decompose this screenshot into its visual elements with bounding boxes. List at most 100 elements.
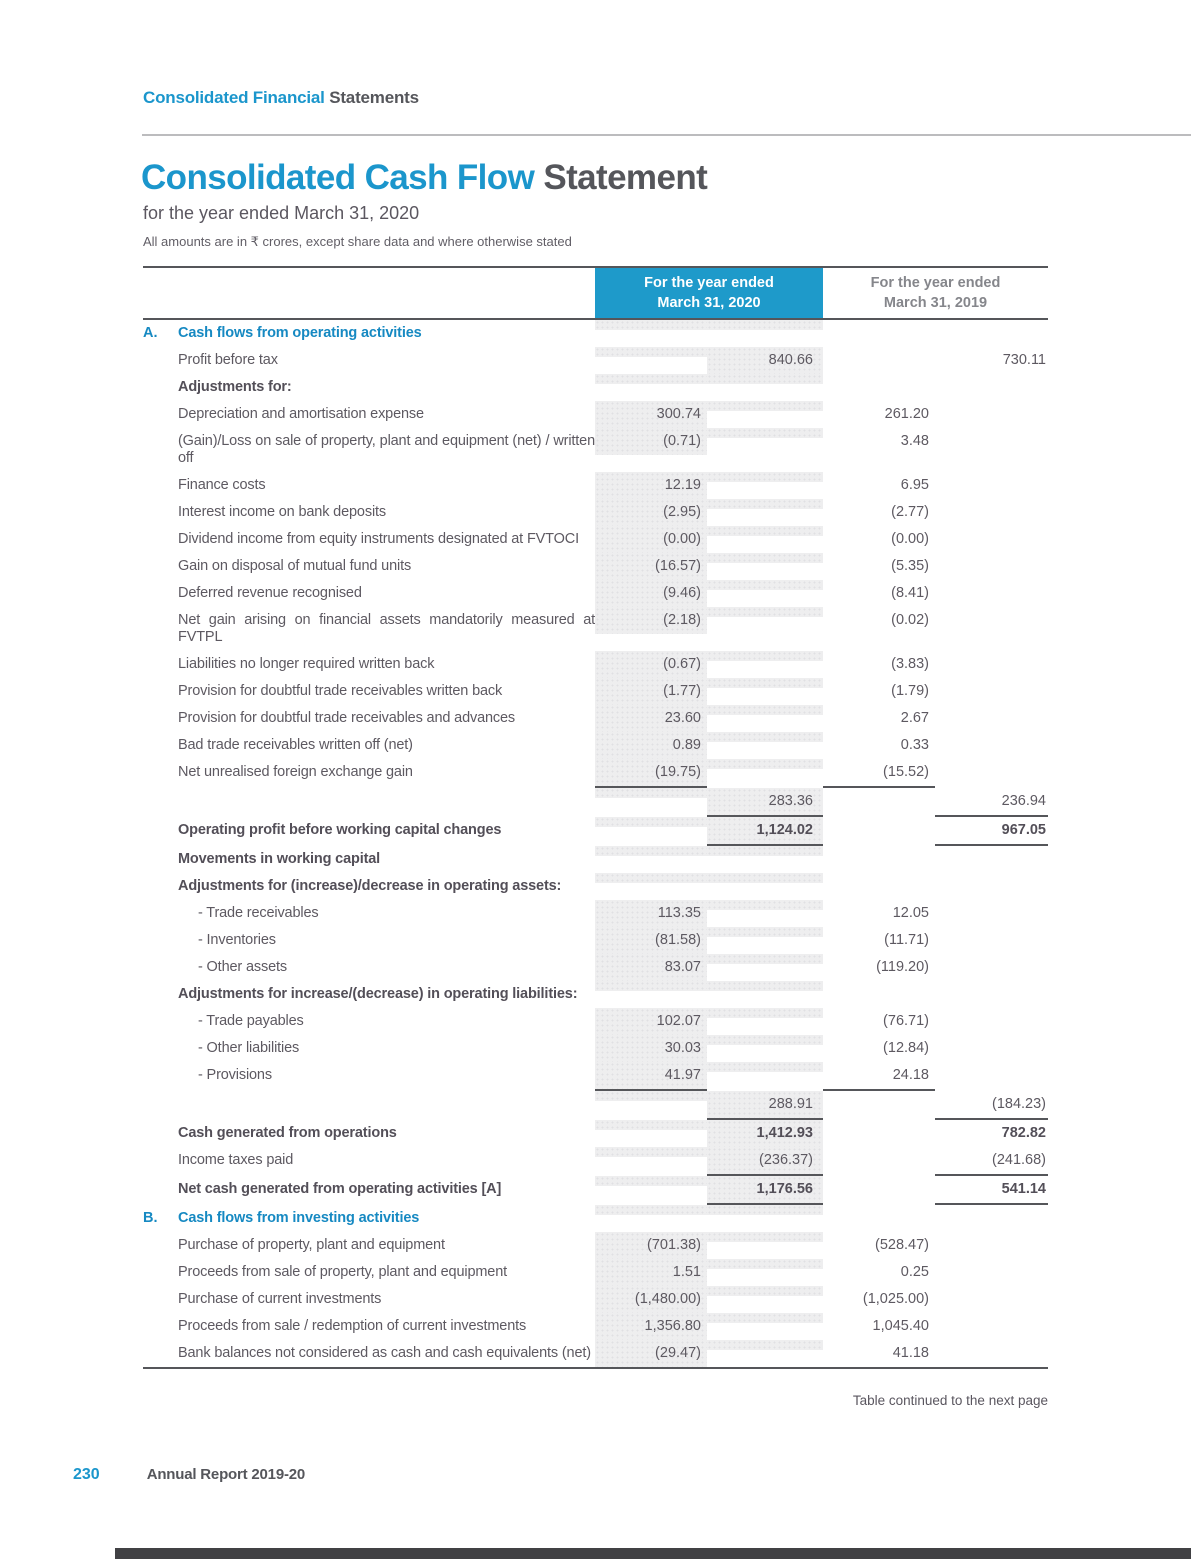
table-row: Cash generated from operations 1,412.93 … [143, 1120, 1048, 1147]
table-body: A. Cash flows from operating activities … [143, 320, 1048, 1369]
value-2019-total [935, 732, 1048, 742]
row-label: - Trade receivables [198, 905, 319, 921]
value-2019-total [935, 472, 1048, 482]
value-2020-detail: 300.74 [595, 401, 707, 428]
value-2020-total [707, 526, 823, 536]
row-label: Adjustments for (increase)/decrease in o… [178, 878, 562, 894]
value-2019-detail: (528.47) [874, 1237, 929, 1253]
value-2020-total [707, 607, 823, 617]
value-2020-detail [595, 846, 707, 856]
row-label: - Trade payables [198, 1013, 304, 1029]
value-2020-total: 283.36 [707, 788, 823, 817]
value-2019-detail [823, 1120, 935, 1130]
row-label-cell: Gain on disposal of mutual fund units [143, 553, 595, 580]
table-row: Income taxes paid (236.37) (241.68) [143, 1147, 1048, 1176]
table-row: Purchase of current investments (1,480.0… [143, 1286, 1048, 1313]
table-row: Purchase of property, plant and equipmen… [143, 1232, 1048, 1259]
row-label-cell [143, 1091, 595, 1101]
row-label-cell: B. Cash flows from investing activities [143, 1205, 595, 1232]
header-divider [142, 134, 1191, 136]
row-label: Income taxes paid [178, 1152, 294, 1168]
value-2019-total: (241.68) [935, 1147, 1048, 1176]
value-2020-total [707, 499, 823, 509]
value-2019-total [935, 1232, 1048, 1242]
row-label-cell: - Trade payables [143, 1008, 595, 1035]
value-2019-total [935, 553, 1048, 563]
row-label: Net cash generated from operating activi… [178, 1181, 502, 1197]
value-2020-total [707, 846, 823, 856]
table-row: B. Cash flows from investing activities [143, 1205, 1048, 1232]
value-2019-detail: 0.33 [900, 737, 929, 753]
value-2020-total [707, 759, 823, 769]
value-2019-detail: (12.84) [883, 1040, 929, 1056]
value-2019-total [935, 705, 1048, 715]
row-label-cell: - Inventories [143, 927, 595, 954]
value-2019-detail: 2.67 [900, 710, 929, 726]
table-row: Deferred revenue recognised (9.46) (8.41… [143, 580, 1048, 607]
table-row: - Inventories (81.58) (11.71) [143, 927, 1048, 954]
value-2019-detail: 12.05 [892, 905, 929, 921]
value-2020-detail: (2.18) [595, 607, 707, 634]
row-label-cell: Liabilities no longer required written b… [143, 651, 595, 678]
value-2020-total [707, 651, 823, 661]
value-2020-total: 288.91 [707, 1091, 823, 1120]
value-2020-detail [595, 1205, 707, 1215]
row-label: Bank balances not considered as cash and… [178, 1345, 591, 1361]
value-2019-detail [823, 320, 935, 330]
value-2020-total [707, 1062, 823, 1072]
value-2020-total [707, 954, 823, 964]
value-2019-total [935, 374, 1048, 384]
value-2020-detail [595, 347, 707, 357]
value-2020-detail: 83.07 [595, 954, 707, 981]
row-label-cell: Adjustments for increase/(decrease) in o… [143, 981, 595, 1008]
value-2019-detail: (0.02) [891, 612, 929, 628]
value-2020-total [707, 401, 823, 411]
row-label: Dividend income from equity instruments … [178, 531, 579, 547]
column-header-2020: For the year ended March 31, 2020 [595, 268, 823, 318]
table-row: Profit before tax 840.66 730.11 [143, 347, 1048, 374]
section-letter: A. [143, 325, 158, 341]
row-label-cell: Interest income on bank deposits [143, 499, 595, 526]
row-label: Cash flows from operating activities [178, 325, 422, 341]
value-2019-detail: 6.95 [900, 477, 929, 493]
value-2019-detail: (2.77) [891, 504, 929, 520]
value-2019-detail: (3.83) [891, 656, 929, 672]
value-2020-total [707, 472, 823, 482]
table-row: - Trade receivables 113.35 12.05 [143, 900, 1048, 927]
column-header-2019: For the year ended March 31, 2019 [823, 268, 1048, 318]
row-label-cell: Provision for doubtful trade receivables… [143, 705, 595, 732]
row-label: - Provisions [198, 1067, 272, 1083]
table-row: Interest income on bank deposits (2.95) … [143, 499, 1048, 526]
value-2020-detail: (19.75) [595, 759, 707, 788]
value-2020-detail [595, 1120, 707, 1130]
running-header-gray: Statements [324, 88, 419, 107]
value-2020-detail: 23.60 [595, 705, 707, 732]
value-2019-detail: (0.00) [891, 531, 929, 547]
value-2019-total [935, 1205, 1048, 1215]
value-2020-detail: (1,480.00) [595, 1286, 707, 1313]
row-label-cell: - Provisions [143, 1062, 595, 1089]
value-2019-detail: 41.18 [892, 1345, 929, 1361]
value-2020-total [707, 705, 823, 715]
table-row: Bad trade receivables written off (net) … [143, 732, 1048, 759]
value-2020-total [707, 1313, 823, 1323]
value-2020-total [707, 1205, 823, 1215]
row-label: Purchase of current investments [178, 1291, 382, 1307]
value-2019-total: 730.11 [1002, 352, 1046, 368]
value-2020-detail: 41.97 [595, 1062, 707, 1091]
value-2019-total [935, 900, 1048, 910]
row-label: Gain on disposal of mutual fund units [178, 558, 412, 574]
value-2020-total [707, 320, 823, 330]
row-label-cell: Net unrealised foreign exchange gain [143, 759, 595, 786]
value-2019-detail: (8.41) [891, 585, 929, 601]
value-2019-total [935, 1062, 1048, 1072]
value-2019-total [935, 1286, 1048, 1296]
value-2019-total [935, 1259, 1048, 1269]
value-2019-total: 541.14 [935, 1176, 1048, 1205]
row-label-cell: Purchase of property, plant and equipmen… [143, 1232, 595, 1259]
table-row: Provision for doubtful trade receivables… [143, 678, 1048, 705]
row-label: Adjustments for increase/(decrease) in o… [178, 986, 578, 1002]
table-row: Gain on disposal of mutual fund units (1… [143, 553, 1048, 580]
row-label: - Other liabilities [198, 1040, 300, 1056]
